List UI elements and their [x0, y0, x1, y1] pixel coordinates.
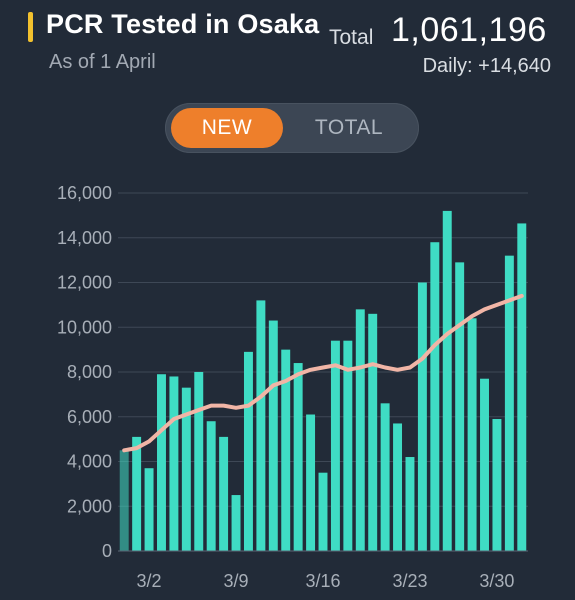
title-accent-bar [28, 12, 33, 42]
bar-3-4[interactable] [169, 376, 179, 551]
bar-3-18[interactable] [343, 340, 353, 551]
y-tick-label: 16,000 [57, 183, 112, 203]
bar-3-6[interactable] [194, 372, 204, 551]
bar-3-2[interactable] [144, 468, 154, 551]
toggle-total-button[interactable]: TOTAL [293, 108, 405, 148]
page-title: PCR Tested in Osaka [46, 9, 320, 39]
moving-average-line [122, 293, 524, 453]
bar-3-15[interactable] [306, 414, 316, 551]
bar-3-9[interactable] [231, 495, 241, 551]
bar-3-7[interactable] [206, 421, 216, 551]
bar-3-25[interactable] [430, 242, 440, 551]
bar-3-17[interactable] [330, 340, 340, 551]
y-tick-label: 2,000 [67, 496, 112, 516]
total-label: Total [329, 26, 374, 49]
total-value: 1,061,196 [391, 11, 547, 49]
bar-3-31[interactable] [504, 255, 514, 551]
x-tick-label: 3/9 [224, 571, 249, 591]
bar-3-19[interactable] [355, 309, 365, 551]
bar-3-14[interactable] [293, 363, 303, 551]
view-toggle: NEW TOTAL [165, 103, 419, 153]
as-of-date: As of 1 April [49, 51, 156, 73]
bar-4-1[interactable] [517, 223, 527, 551]
bar-3-24[interactable] [417, 282, 427, 552]
bar-3-10[interactable] [243, 351, 253, 551]
bar-3-30[interactable] [492, 418, 502, 551]
x-tick-label: 3/30 [479, 571, 514, 591]
bar-3-27[interactable] [455, 262, 465, 551]
y-tick-label: 14,000 [57, 228, 112, 248]
y-tick-label: 10,000 [57, 317, 112, 337]
bar-3-8[interactable] [219, 436, 229, 551]
bar-3-5[interactable] [181, 387, 191, 551]
y-tick-label: 4,000 [67, 452, 112, 472]
x-tick-label: 3/16 [305, 571, 340, 591]
bar-3-22[interactable] [393, 423, 403, 551]
bar-3-12[interactable] [268, 320, 278, 551]
y-tick-label: 8,000 [67, 362, 112, 382]
bar-3-26[interactable] [442, 210, 452, 551]
y-tick-label: 12,000 [57, 273, 112, 293]
x-tick-label: 3/23 [392, 571, 427, 591]
bar-3-1[interactable] [132, 436, 142, 551]
bar-3-16[interactable] [318, 472, 328, 551]
y-tick-label: 6,000 [67, 407, 112, 427]
x-tick-label: 3/2 [137, 571, 162, 591]
bar-3-23[interactable] [405, 457, 415, 551]
bar-2-29[interactable] [119, 450, 129, 551]
daily-increase: Daily: +14,640 [422, 55, 551, 77]
bar-3-13[interactable] [281, 349, 291, 551]
bar-3-11[interactable] [256, 300, 266, 551]
bar-3-20[interactable] [368, 313, 378, 551]
y-tick-label: 0 [102, 541, 112, 561]
bar-3-28[interactable] [467, 318, 477, 551]
bar-3-3[interactable] [157, 374, 166, 551]
toggle-new-button[interactable]: NEW [171, 108, 283, 148]
bar-3-29[interactable] [480, 378, 489, 551]
bar-3-21[interactable] [380, 403, 390, 551]
